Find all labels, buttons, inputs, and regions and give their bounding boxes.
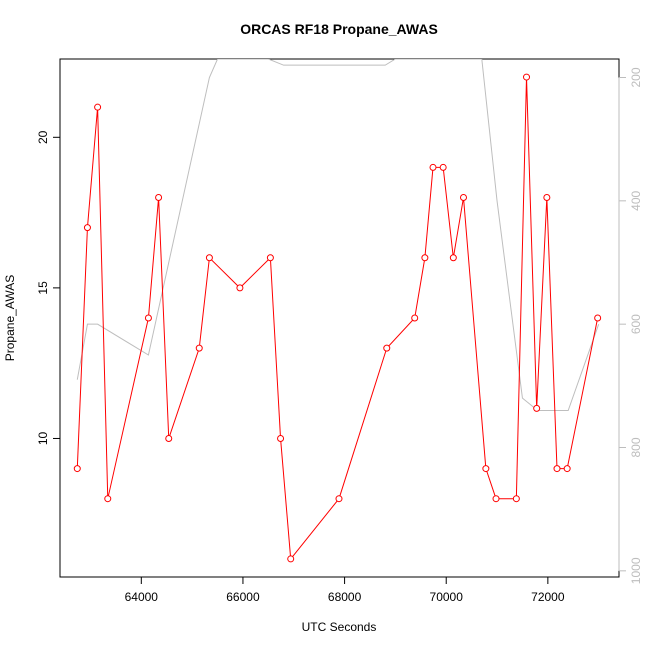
x-tick-label: 70000 [430,590,464,604]
y2-tick-label: 800 [629,437,643,457]
x-tick-label: 66000 [226,590,260,604]
data-point [411,314,419,322]
data-point [205,254,213,262]
data-point [94,103,102,111]
x-axis-title: UTC Seconds [302,620,377,634]
data-point [459,194,467,202]
data-point [492,495,500,503]
data-point [482,465,490,473]
y-tick-label: 20 [36,130,50,144]
data-point [266,254,274,262]
y-axis-title: Propane_AWAS [3,275,17,362]
data-point [523,73,531,81]
data-point [439,163,447,171]
x-tick-label: 68000 [328,590,362,604]
y-tick-label: 15 [36,281,50,295]
data-point [553,465,561,473]
data-point [277,434,285,442]
data-point [563,465,571,473]
x-axis: 64000 66000 68000 70000 72000 [125,576,565,604]
y2-tick-label: 400 [629,191,643,211]
secondary-series [76,59,600,411]
data-point [429,163,437,171]
right-axis: 200 400 600 800 1000 [618,67,643,584]
data-point [512,495,520,503]
data-point [533,404,541,412]
data-point [165,434,173,442]
data-point [104,495,112,503]
data-point [155,194,163,202]
data-point [195,344,203,352]
data-point [383,344,391,352]
data-point [73,465,81,473]
secondary-series-line [76,59,600,411]
primary-series-line [76,77,599,561]
data-point [421,254,429,262]
data-point [449,254,457,262]
data-point [236,284,244,292]
data-point [83,224,91,232]
data-point [594,314,602,322]
x-tick-label: 64000 [125,590,159,604]
x-tick-label: 72000 [531,590,565,604]
chart-title: ORCAS RF18 Propane_AWAS [240,21,438,37]
y2-tick-label: 200 [629,67,643,87]
data-point [287,555,295,563]
y2-tick-label: 600 [629,314,643,334]
y-axis: 10 15 20 [36,130,61,445]
y2-tick-label: 1000 [629,557,643,584]
data-point [335,495,343,503]
data-point [144,314,152,322]
data-point [543,194,551,202]
primary-series [73,73,602,563]
y-tick-label: 10 [36,431,50,445]
